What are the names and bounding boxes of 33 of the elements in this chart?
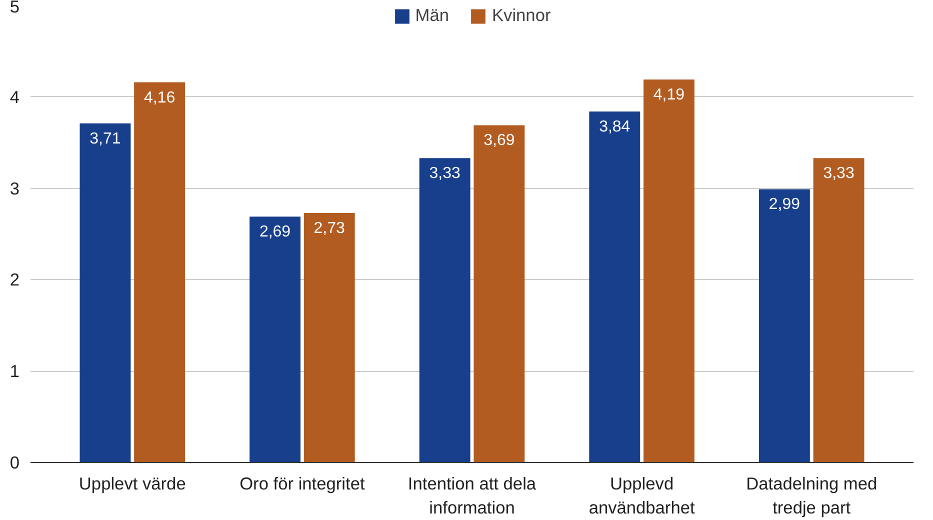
bar — [813, 158, 864, 462]
bar — [589, 112, 640, 462]
data-label: 4,16 — [144, 89, 176, 106]
x-tick-label: Datadelning med tredje part — [746, 474, 878, 518]
data-label: 3,71 — [90, 130, 121, 148]
data-label: 2,73 — [314, 220, 346, 237]
y-tick-label: 3 — [10, 178, 20, 198]
bar — [758, 189, 810, 462]
x-tick-label: Upplevt värde — [78, 474, 186, 494]
data-label: 3,69 — [484, 132, 515, 150]
bar — [474, 125, 525, 462]
y-tick-label: 5 — [10, 0, 20, 16]
y-tick-label: 0 — [10, 452, 20, 472]
bar — [419, 158, 470, 462]
x-tick-label: Intention att dela information — [408, 474, 536, 518]
data-label: 2,69 — [259, 224, 291, 241]
y-tick-label: 4 — [10, 86, 20, 107]
data-label: 3,84 — [599, 118, 630, 136]
x-tick-label: Upplevd användbarhet — [588, 474, 695, 518]
x-tick-label: Oro för integritet — [240, 474, 365, 494]
data-label: 3,33 — [429, 165, 461, 182]
data-label: 2,99 — [768, 196, 800, 214]
y-tick-label: 1 — [10, 361, 20, 382]
bar — [250, 216, 300, 462]
bar — [134, 82, 186, 462]
data-label: 3,33 — [823, 165, 854, 182]
bar — [80, 123, 131, 462]
legend-label: Män — [415, 5, 449, 26]
legend-label: Kvinnor — [492, 5, 551, 26]
bar — [304, 212, 355, 462]
bar — [644, 80, 694, 462]
data-label: 4,19 — [653, 86, 685, 104]
y-tick-label: 2 — [10, 270, 20, 290]
